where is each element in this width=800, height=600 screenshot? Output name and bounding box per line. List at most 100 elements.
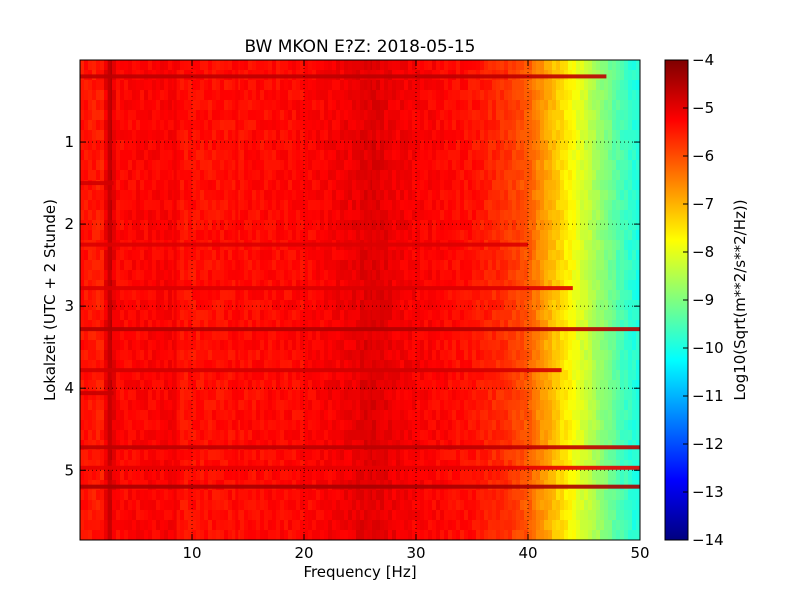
heatmap-cell bbox=[84, 380, 89, 391]
heatmap-cell bbox=[416, 380, 421, 391]
heatmap-cell bbox=[136, 110, 141, 121]
heatmap-cell bbox=[464, 160, 469, 171]
heatmap-cell bbox=[488, 260, 493, 271]
heatmap-cell bbox=[144, 100, 149, 111]
heatmap-cell bbox=[376, 180, 381, 191]
heatmap-cell bbox=[336, 250, 341, 261]
heatmap-cell bbox=[448, 170, 453, 181]
heatmap-cell bbox=[104, 160, 109, 171]
heatmap-cell bbox=[104, 170, 109, 181]
heatmap-cell bbox=[564, 260, 569, 271]
heatmap-cell bbox=[608, 310, 613, 321]
heatmap-cell bbox=[488, 320, 493, 331]
heatmap-cell bbox=[620, 110, 625, 121]
heatmap-cell bbox=[268, 300, 273, 311]
heatmap-cell bbox=[576, 230, 581, 241]
heatmap-cell bbox=[388, 380, 393, 391]
heatmap-cell bbox=[576, 250, 581, 261]
heatmap-cell bbox=[612, 60, 617, 71]
heatmap-cell bbox=[284, 180, 289, 191]
heatmap-cell bbox=[392, 280, 397, 291]
heatmap-cell bbox=[624, 120, 629, 131]
heatmap-cell bbox=[296, 230, 301, 241]
heatmap-cell bbox=[424, 200, 429, 211]
heatmap-cell bbox=[576, 110, 581, 121]
heatmap-cell bbox=[516, 260, 521, 271]
heatmap-cell bbox=[148, 290, 153, 301]
heatmap-cell bbox=[388, 200, 393, 211]
heatmap-cell bbox=[412, 410, 417, 421]
heatmap-cell bbox=[188, 260, 193, 271]
heatmap-cell bbox=[228, 80, 233, 91]
heatmap-cell bbox=[320, 150, 325, 161]
heatmap-cell bbox=[296, 320, 301, 331]
heatmap-cell bbox=[424, 140, 429, 151]
heatmap-cell bbox=[288, 300, 293, 311]
heatmap-cell bbox=[592, 170, 597, 181]
heatmap-cell bbox=[256, 120, 261, 131]
heatmap-cell bbox=[348, 220, 353, 231]
heatmap-cell bbox=[232, 400, 237, 411]
heatmap-cell bbox=[156, 140, 161, 151]
heatmap-cell bbox=[392, 160, 397, 171]
heatmap-cell bbox=[220, 170, 225, 181]
heatmap-cell bbox=[596, 170, 601, 181]
heatmap-cell bbox=[160, 350, 165, 361]
heatmap-cell bbox=[620, 200, 625, 211]
heatmap-cell bbox=[628, 200, 633, 211]
heatmap-cell bbox=[564, 350, 569, 361]
heatmap-cell bbox=[104, 220, 109, 231]
heatmap-cell bbox=[120, 140, 125, 151]
heatmap-cell bbox=[508, 340, 513, 351]
heatmap-cell bbox=[548, 230, 553, 241]
heatmap-cell bbox=[540, 280, 545, 291]
heatmap-cell bbox=[128, 280, 133, 291]
heatmap-cell bbox=[628, 270, 633, 281]
heatmap-cell bbox=[268, 140, 273, 151]
heatmap-cell bbox=[252, 90, 257, 101]
heatmap-cell bbox=[384, 340, 389, 351]
heatmap-cell bbox=[576, 80, 581, 91]
heatmap-cell bbox=[84, 370, 89, 381]
heatmap-cell bbox=[372, 390, 377, 401]
heatmap-cell bbox=[340, 350, 345, 361]
heatmap-cell bbox=[160, 200, 165, 211]
heatmap-cell bbox=[600, 400, 605, 411]
heatmap-cell bbox=[240, 140, 245, 151]
heatmap-cell bbox=[212, 130, 217, 141]
heatmap-cell bbox=[492, 190, 497, 201]
heatmap-cell bbox=[268, 170, 273, 181]
heatmap-cell bbox=[532, 120, 537, 131]
heatmap-cell bbox=[484, 350, 489, 361]
heatmap-cell bbox=[408, 170, 413, 181]
heatmap-cell bbox=[528, 80, 533, 91]
heatmap-cell bbox=[492, 400, 497, 411]
heatmap-cell bbox=[400, 250, 405, 261]
heatmap-cell bbox=[80, 350, 85, 361]
heatmap-cell bbox=[320, 90, 325, 101]
heatmap-cell bbox=[556, 250, 561, 261]
heatmap-cell bbox=[292, 300, 297, 311]
heatmap-cell bbox=[436, 400, 441, 411]
heatmap-cell bbox=[316, 390, 321, 401]
heatmap-cell bbox=[96, 140, 101, 151]
heatmap-cell bbox=[392, 330, 397, 341]
heatmap-cell bbox=[308, 210, 313, 221]
heatmap-cell bbox=[280, 150, 285, 161]
heatmap-cell bbox=[476, 190, 481, 201]
heatmap-cell bbox=[124, 300, 129, 311]
heatmap-cell bbox=[584, 210, 589, 221]
heatmap-cell bbox=[616, 220, 621, 231]
heatmap-cell bbox=[372, 330, 377, 341]
heatmap-cell bbox=[604, 360, 609, 371]
heatmap-cell bbox=[252, 170, 257, 181]
heatmap-cell bbox=[164, 190, 169, 201]
heatmap-cell bbox=[388, 360, 393, 371]
heatmap-cell bbox=[208, 380, 213, 391]
heatmap-cell bbox=[540, 320, 545, 331]
heatmap-cell bbox=[400, 80, 405, 91]
heatmap-cell bbox=[100, 280, 105, 291]
heatmap-cell bbox=[400, 410, 405, 421]
heatmap-cell bbox=[152, 80, 157, 91]
heatmap-cell bbox=[224, 260, 229, 271]
